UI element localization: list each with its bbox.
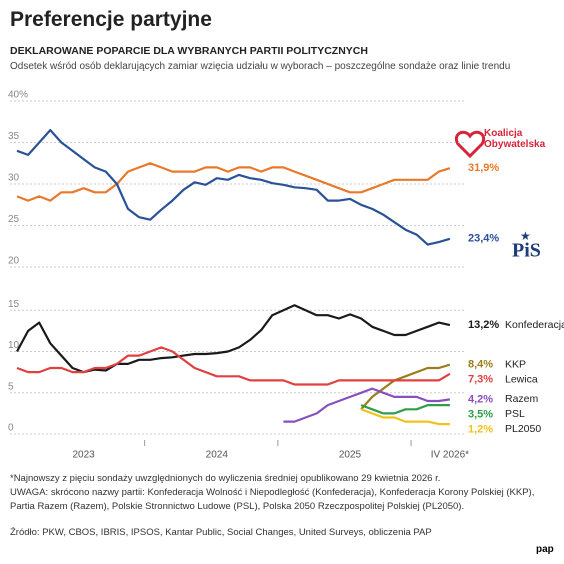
note: UWAGA: skrócono nazwy partii: Konfederac… [10,487,535,498]
logo: pap [536,544,554,555]
y-tick-label: 40% [8,90,28,101]
legend-label: Koalicja Obywatelska [484,128,546,150]
end-value-label: 4,2% [468,393,493,405]
x-tick-label: 2024 [206,450,229,461]
legend-label: Razem [505,393,539,405]
legend-label: PiS [512,240,541,262]
y-tick-label: 35 [8,131,20,142]
trend-line [360,404,450,415]
end-value-label: 31,9% [468,162,499,174]
y-tick-label: 0 [8,423,14,434]
end-value-label: 13,2% [468,319,499,331]
end-value-label: 3,5% [468,408,493,420]
legend-label: PSL [505,408,525,420]
y-tick-label: 15 [8,299,20,310]
y-tick-label: 10 [8,340,20,351]
end-value-label: 7,3% [468,374,493,386]
trend-line [16,304,451,374]
legend-label: KKP [505,358,526,370]
x-tick-label: IV 2026* [431,450,469,461]
trend-line [360,408,450,426]
description: Odsetek wśród osób deklarujących zamiar … [10,61,511,72]
end-value-label: 8,4% [468,359,493,371]
trend-line [16,346,451,386]
note: Partia Razem (Razem), Polskie Stronnictw… [10,501,465,512]
trend-line [16,162,451,202]
end-value-label: 1,2% [468,423,493,435]
x-tick-label: 2025 [339,450,362,461]
trend-line [283,387,451,423]
x-tick-label: 2023 [72,450,95,461]
pis-logo-star: ★ [520,229,531,243]
y-tick-label: 5 [8,381,14,392]
trend-line [16,129,451,246]
y-tick-label: 25 [8,214,20,225]
legend-label: Lewica [505,373,538,385]
legend-label: Konfederacja [505,319,564,331]
trend-line [360,363,451,411]
end-value-label: 23,4% [468,233,499,245]
note: *Najnowszy z pięciu sondaży uwzględniony… [10,473,441,484]
ko-logo-heart [455,130,485,159]
title: Preferencje partyjne [10,8,212,31]
subtitle: DEKLAROWANE POPARCIE DLA WYBRANYCH PARTI… [10,45,368,57]
y-tick-label: 20 [8,256,20,267]
source: Źródło: PKW, CBOS, IBRIS, IPSOS, Kantar … [10,527,432,538]
y-tick-label: 30 [8,173,20,184]
legend-label: PL2050 [505,423,541,435]
